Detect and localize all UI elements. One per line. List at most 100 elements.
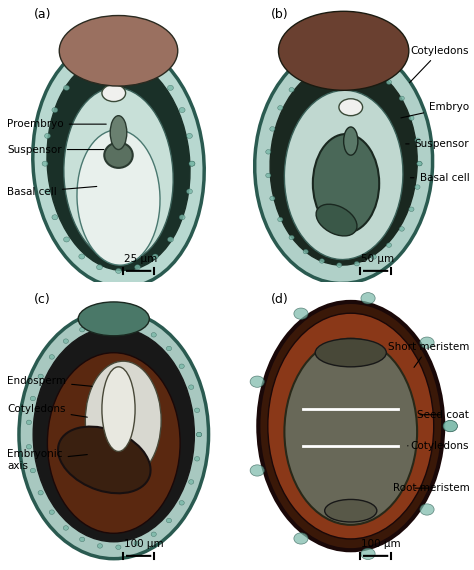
Ellipse shape [186, 133, 192, 139]
Ellipse shape [64, 86, 70, 91]
Ellipse shape [27, 420, 32, 425]
Ellipse shape [278, 105, 283, 110]
Ellipse shape [386, 80, 392, 84]
Ellipse shape [315, 339, 386, 367]
Ellipse shape [194, 408, 200, 413]
Ellipse shape [79, 254, 85, 259]
Text: 25 μm: 25 μm [124, 254, 158, 264]
Ellipse shape [289, 235, 294, 240]
Ellipse shape [52, 215, 58, 220]
Ellipse shape [116, 268, 121, 274]
Ellipse shape [63, 526, 68, 530]
Ellipse shape [58, 426, 151, 493]
Ellipse shape [319, 64, 325, 68]
Ellipse shape [179, 215, 185, 220]
Text: Embryo: Embryo [401, 102, 469, 118]
Ellipse shape [63, 339, 68, 343]
Ellipse shape [316, 204, 357, 236]
Ellipse shape [38, 490, 43, 495]
Ellipse shape [278, 217, 283, 222]
Ellipse shape [42, 161, 48, 166]
Ellipse shape [102, 84, 126, 101]
Ellipse shape [270, 127, 275, 131]
Ellipse shape [270, 196, 275, 201]
Text: Basal cell: Basal cell [410, 173, 469, 183]
Ellipse shape [64, 237, 70, 242]
Ellipse shape [266, 149, 271, 154]
Text: Basal cell: Basal cell [7, 186, 97, 197]
Text: Proembryo: Proembryo [7, 119, 106, 129]
Ellipse shape [27, 445, 32, 449]
Ellipse shape [116, 545, 121, 549]
Ellipse shape [354, 62, 359, 66]
Text: (d): (d) [271, 294, 289, 307]
Ellipse shape [116, 54, 121, 59]
Text: Suspensor: Suspensor [7, 145, 104, 154]
Ellipse shape [284, 90, 403, 259]
Text: (b): (b) [271, 9, 289, 22]
Ellipse shape [30, 396, 36, 401]
Ellipse shape [337, 263, 342, 267]
Ellipse shape [97, 321, 102, 325]
Ellipse shape [371, 255, 376, 259]
Ellipse shape [33, 327, 194, 542]
Ellipse shape [189, 480, 194, 484]
Ellipse shape [415, 185, 420, 189]
Ellipse shape [189, 385, 194, 389]
Text: Root meristem: Root meristem [392, 483, 469, 493]
Ellipse shape [47, 57, 190, 271]
Text: 50 μm: 50 μm [361, 254, 394, 264]
Text: Cotyledons: Cotyledons [410, 46, 469, 83]
Ellipse shape [85, 361, 161, 480]
Ellipse shape [417, 161, 422, 166]
Ellipse shape [116, 320, 121, 324]
Ellipse shape [104, 142, 133, 168]
Ellipse shape [354, 262, 359, 266]
Ellipse shape [45, 133, 51, 139]
Ellipse shape [443, 421, 457, 431]
Text: Short meristem: Short meristem [388, 342, 469, 368]
Text: 100 μm: 100 μm [124, 539, 164, 549]
Ellipse shape [344, 127, 358, 155]
Ellipse shape [64, 88, 173, 262]
Ellipse shape [196, 432, 202, 437]
Ellipse shape [189, 161, 195, 166]
Ellipse shape [189, 161, 195, 166]
Ellipse shape [409, 207, 414, 211]
Ellipse shape [386, 243, 392, 247]
Ellipse shape [420, 504, 434, 515]
Ellipse shape [80, 327, 85, 332]
Ellipse shape [443, 421, 457, 431]
Ellipse shape [361, 548, 375, 560]
Text: 100 μm: 100 μm [361, 539, 401, 549]
Text: Endosperm: Endosperm [7, 376, 92, 386]
Ellipse shape [134, 541, 139, 545]
Ellipse shape [399, 96, 404, 101]
Ellipse shape [420, 337, 434, 348]
Ellipse shape [97, 264, 102, 270]
Ellipse shape [167, 237, 173, 242]
Ellipse shape [59, 15, 178, 86]
Ellipse shape [339, 99, 363, 116]
Ellipse shape [52, 108, 58, 113]
Ellipse shape [134, 324, 139, 328]
Ellipse shape [79, 68, 85, 74]
Text: Suspensor: Suspensor [406, 139, 469, 149]
Ellipse shape [49, 355, 55, 359]
Ellipse shape [250, 376, 264, 388]
Ellipse shape [258, 302, 443, 550]
Ellipse shape [45, 189, 51, 194]
Ellipse shape [255, 44, 433, 283]
Ellipse shape [313, 134, 379, 233]
Ellipse shape [135, 264, 140, 270]
Ellipse shape [417, 161, 422, 166]
Ellipse shape [186, 189, 192, 194]
Ellipse shape [135, 58, 140, 63]
Ellipse shape [303, 74, 309, 78]
Ellipse shape [250, 465, 264, 476]
Ellipse shape [102, 367, 135, 451]
Ellipse shape [319, 259, 325, 263]
Ellipse shape [278, 11, 409, 90]
Text: (c): (c) [34, 294, 51, 307]
Ellipse shape [97, 544, 102, 548]
